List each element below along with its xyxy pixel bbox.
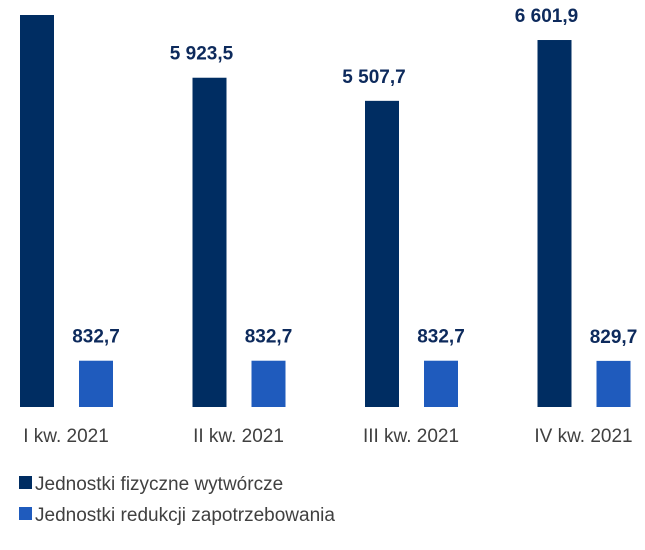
legend-swatch <box>19 507 32 520</box>
bar <box>596 360 631 407</box>
bar <box>20 15 54 407</box>
value-label: 832,7 <box>72 327 120 348</box>
x-tick-label: II kw. 2021 <box>193 426 284 447</box>
bar <box>424 360 458 407</box>
bar <box>79 360 113 407</box>
bar <box>192 77 227 407</box>
value-label: 7 052,0 <box>0 0 61 2</box>
x-tick-label: IV kw. 2021 <box>534 426 632 447</box>
bar <box>365 100 399 407</box>
value-label: 832,7 <box>245 327 293 348</box>
x-tick-label: I kw. 2021 <box>23 426 109 447</box>
legend-swatch <box>19 476 32 489</box>
value-label: 832,7 <box>417 327 465 348</box>
legend-label: Jednostki fizyczne wytwórcze <box>35 474 283 495</box>
bar <box>537 40 572 407</box>
value-label: 829,7 <box>590 327 638 348</box>
value-label: 6 601,9 <box>515 6 578 27</box>
legend-label: Jednostki redukcji zapotrzebowania <box>35 505 335 526</box>
x-tick-label: III kw. 2021 <box>363 426 459 447</box>
value-label: 5 923,5 <box>170 44 234 65</box>
value-label: 5 507,7 <box>342 67 405 88</box>
bar <box>251 360 286 407</box>
